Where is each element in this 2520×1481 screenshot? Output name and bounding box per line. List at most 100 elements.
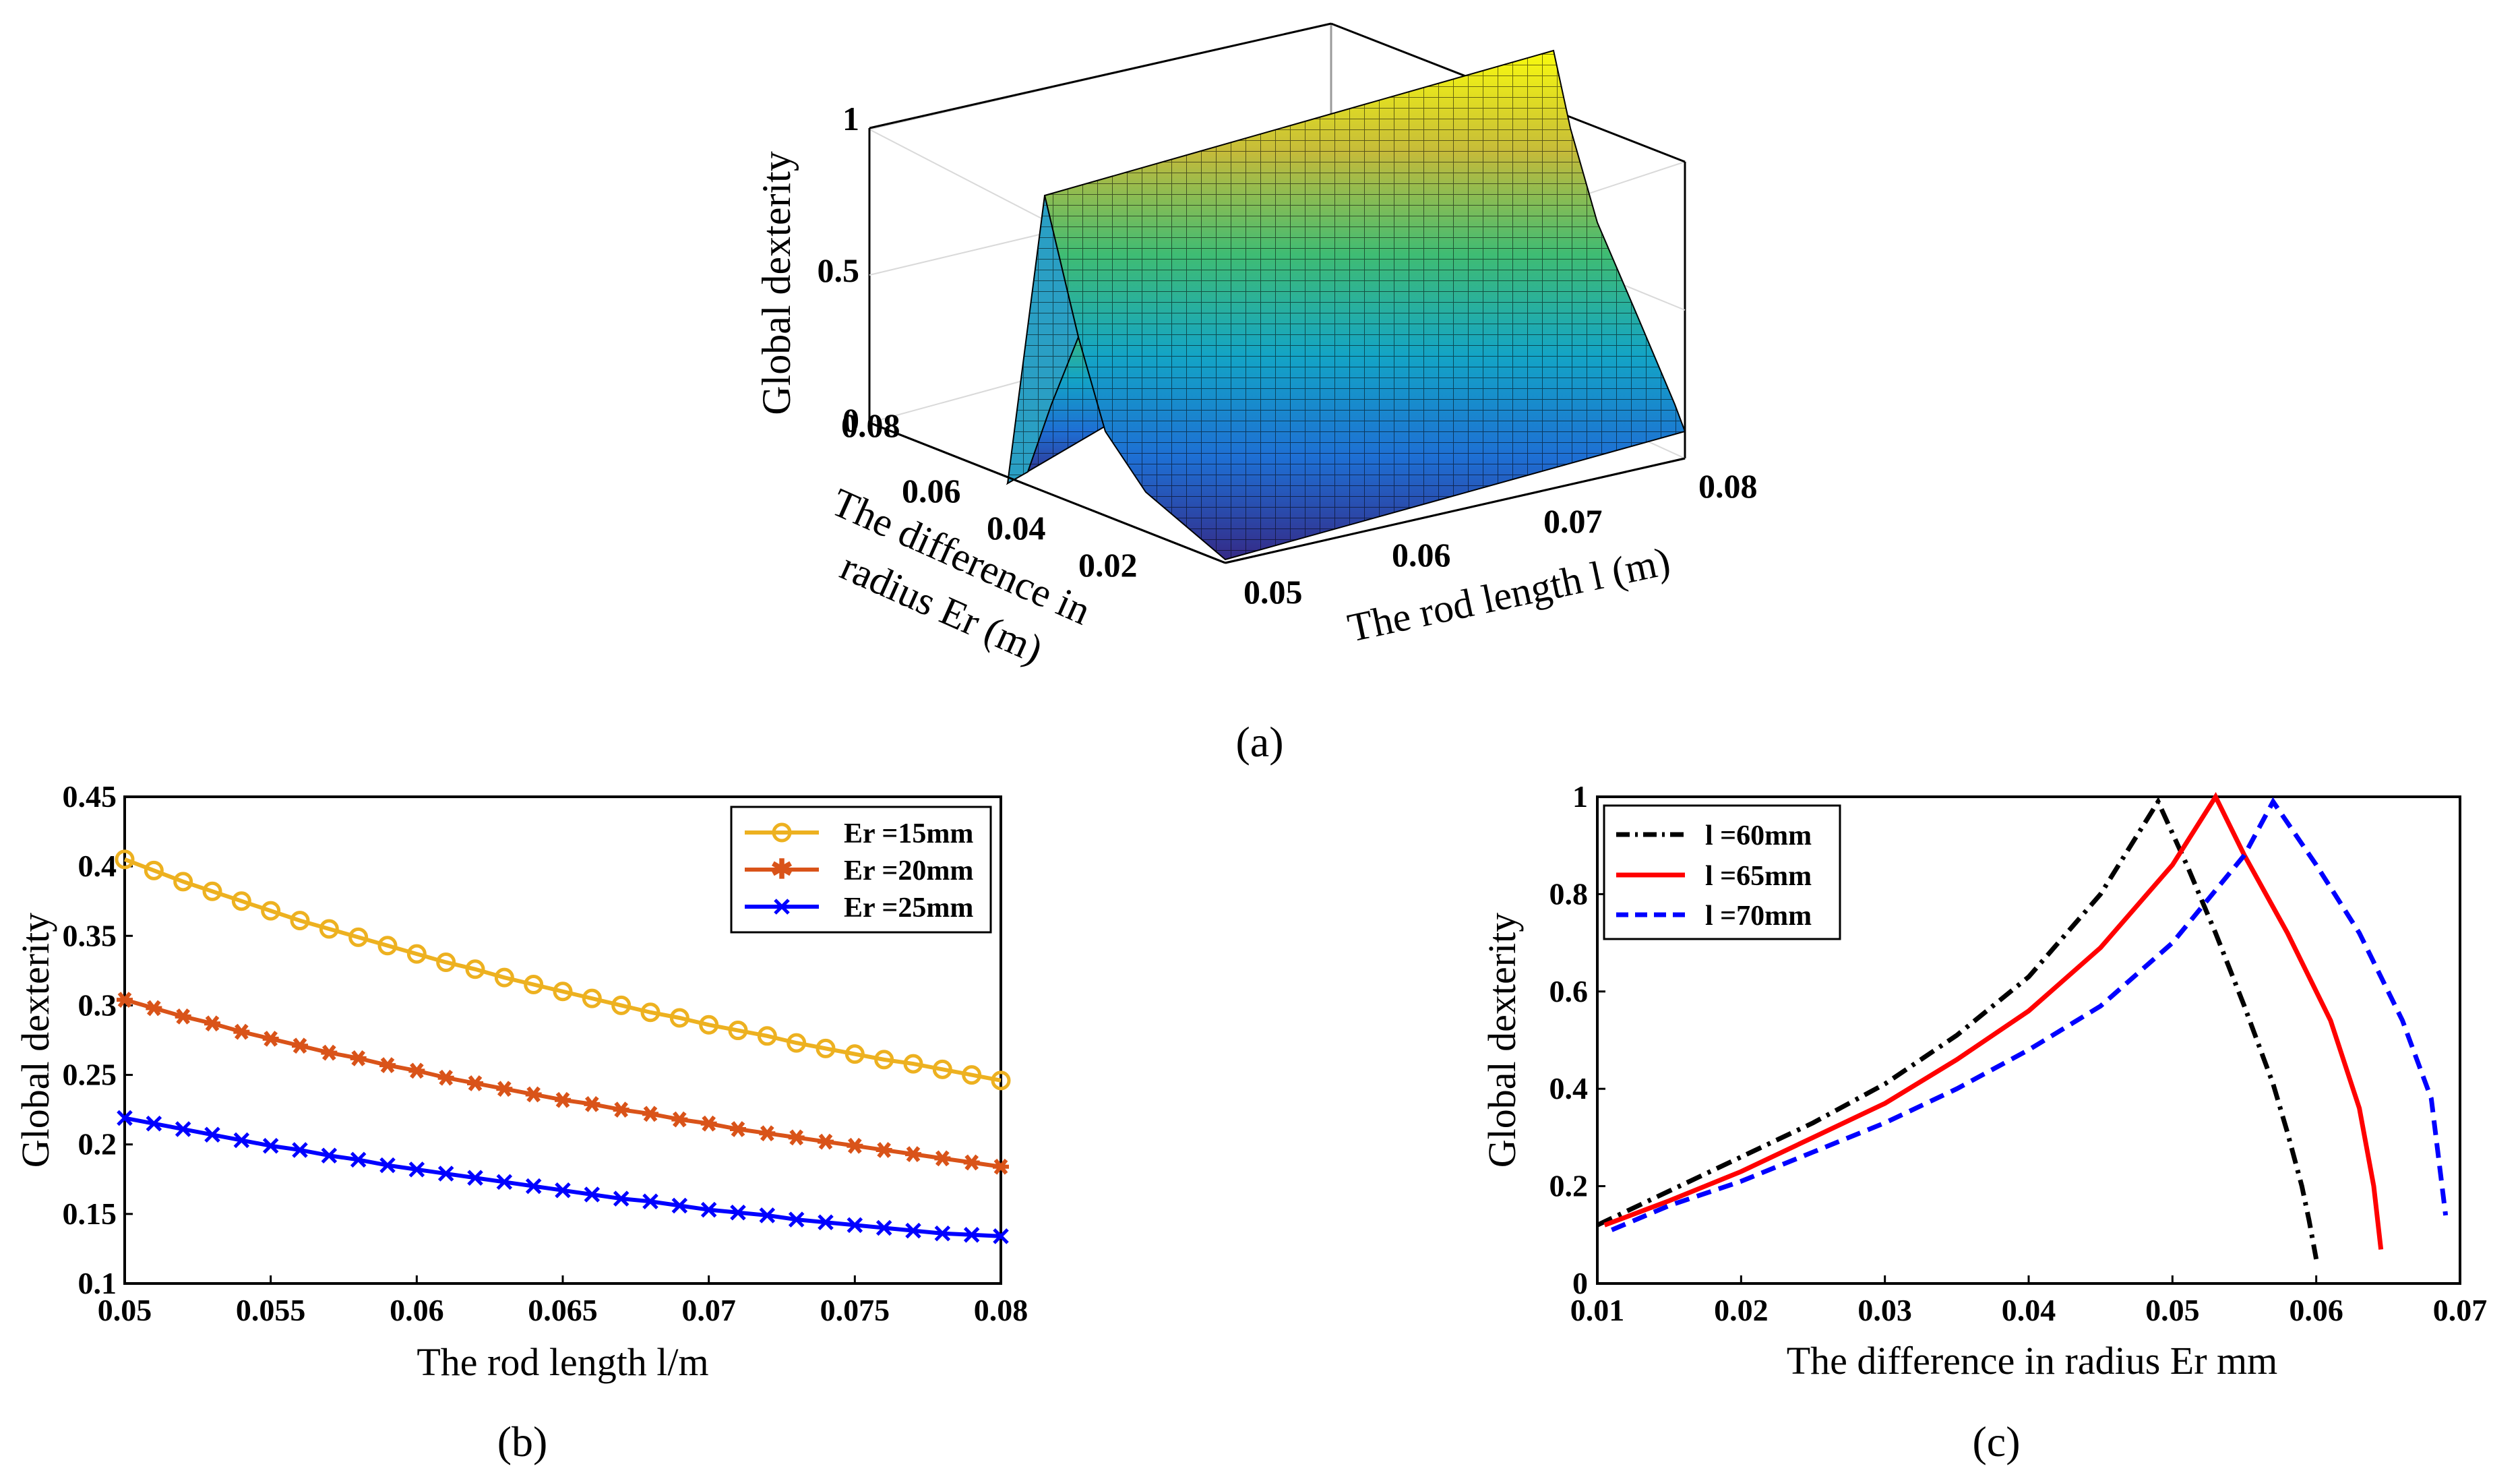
legend-item-b: Er =15mm <box>745 818 973 849</box>
data-point <box>350 1151 367 1168</box>
data-point <box>759 1207 776 1223</box>
series-3 <box>117 1110 1009 1244</box>
series-line <box>123 857 1002 1083</box>
panel-label-b: (b) <box>497 1418 548 1465</box>
data-point <box>818 1214 834 1230</box>
data-point <box>117 992 133 1008</box>
x-tick-label: 0.02 <box>1714 1293 1769 1327</box>
er-tick: 0.04 <box>987 509 1046 547</box>
data-point <box>671 1197 688 1214</box>
data-point <box>963 1154 980 1171</box>
data-point <box>437 1069 454 1086</box>
data-point <box>640 1002 660 1023</box>
legend-item-c: l =70mm <box>1616 901 1812 932</box>
y-axis-ticks-b: 0.1 0.15 0.2 0.25 0.3 0.35 0.4 0.45 <box>63 779 133 1300</box>
series-1 <box>115 849 1011 1091</box>
legend-item-b: Er =25mm <box>745 893 973 924</box>
legend-label: l =70mm <box>1705 901 1812 932</box>
data-point <box>173 872 193 892</box>
data-point <box>728 1021 748 1041</box>
x-tick-label: 0.065 <box>528 1293 598 1327</box>
rod-tick: 0.05 <box>1243 573 1303 611</box>
series-group-c <box>1596 791 2449 1260</box>
data-point <box>874 1050 894 1070</box>
panel-label-a: (a) <box>1235 718 1283 766</box>
rod-tick: 0.06 <box>1392 536 1451 574</box>
data-point <box>350 1050 367 1066</box>
y-tick-label: 0.45 <box>63 779 117 814</box>
series-2 <box>117 992 1009 1175</box>
data-point <box>524 974 544 994</box>
data-point <box>700 1115 717 1132</box>
data-point <box>582 988 602 1008</box>
y-axis-label-b: Global dexterity <box>13 913 57 1168</box>
data-point <box>875 1219 892 1236</box>
y-tick-label: 0.2 <box>78 1127 117 1161</box>
data-point <box>406 944 427 964</box>
data-point <box>379 1057 396 1074</box>
y-tick-label: 0 <box>1572 1266 1588 1300</box>
x-axis-ticks-b: 0.05 0.055 0.06 0.065 0.07 0.075 0.08 <box>98 1275 1028 1327</box>
data-point <box>847 1137 863 1154</box>
data-point <box>262 1138 279 1154</box>
data-point <box>699 1015 719 1035</box>
legend-item-b: ✱ Er =20mm <box>745 855 973 886</box>
data-point <box>496 1174 513 1190</box>
legend-label: l =65mm <box>1705 861 1812 892</box>
y-tick-label: 0.4 <box>78 849 117 883</box>
x-tick-label: 0.05 <box>98 1293 152 1327</box>
data-point <box>437 1166 454 1182</box>
data-point <box>467 1075 483 1091</box>
x-tick-label: 0.08 <box>974 1293 1028 1327</box>
y-axis-label-c: Global dexterity <box>1480 913 1524 1168</box>
er-tick: 0.08 <box>841 406 900 444</box>
data-point <box>115 849 135 870</box>
data-point <box>584 1096 601 1112</box>
er-axis-ticks: 0.08 0.06 0.04 0.02 <box>841 406 1138 584</box>
z-axis-label: Global dexterity <box>754 151 799 415</box>
data-point <box>757 1026 777 1046</box>
data-point <box>671 1111 688 1128</box>
panel-label-c: (c) <box>1972 1418 2020 1465</box>
data-point <box>175 1121 191 1137</box>
data-point <box>613 1101 629 1118</box>
data-point <box>759 1125 776 1142</box>
data-point <box>321 1147 338 1163</box>
data-point <box>553 981 573 1002</box>
data-point <box>555 1182 571 1199</box>
y-tick-label: 0.15 <box>63 1197 117 1231</box>
data-point <box>290 911 310 931</box>
surface-mesh <box>1006 49 1686 561</box>
line-chart-c: 00.20.40.60.81 0.01 0.02 0.03 0.04 0.05 0.06 0… <box>1480 779 2487 1465</box>
line-chart-b: 0.10.150.20.250.30.350.40.45 0.05 0.055 0.… <box>13 779 1028 1465</box>
data-point <box>408 1062 425 1079</box>
data-point <box>730 1205 746 1221</box>
data-point <box>436 952 456 972</box>
data-point <box>204 1126 220 1143</box>
data-point <box>875 1142 892 1158</box>
y-axis-ticks-c: 0 0.2 0.4 0.6 0.8 1 <box>1549 779 1605 1300</box>
data-point <box>584 1186 601 1203</box>
y-tick-label: 0.8 <box>1549 876 1589 911</box>
data-point <box>379 1157 396 1174</box>
data-point <box>730 1121 746 1137</box>
data-point <box>233 1132 250 1149</box>
z-tick: 0.5 <box>818 251 860 289</box>
er-tick: 0.02 <box>1078 546 1138 584</box>
z-axis-ticks: 1 0.5 0 <box>818 100 860 439</box>
data-point <box>905 1222 921 1239</box>
data-point <box>555 1091 571 1108</box>
x-tick-label: 0.07 <box>2433 1293 2488 1327</box>
legend-c: l =60mm l =65mm l =70mm <box>1603 804 1841 940</box>
y-tick-label: 0.25 <box>63 1058 117 1092</box>
data-point <box>962 1065 982 1085</box>
data-point <box>613 1190 629 1207</box>
er-tick: 0.06 <box>902 472 961 510</box>
data-point <box>144 860 164 880</box>
legend-label: l =60mm <box>1705 820 1812 851</box>
data-point <box>934 1150 951 1167</box>
x-axis-ticks-c: 0.01 0.02 0.03 0.04 0.05 0.06 0.07 <box>1570 1275 2488 1327</box>
data-point <box>932 1059 952 1079</box>
data-point <box>146 1116 162 1132</box>
